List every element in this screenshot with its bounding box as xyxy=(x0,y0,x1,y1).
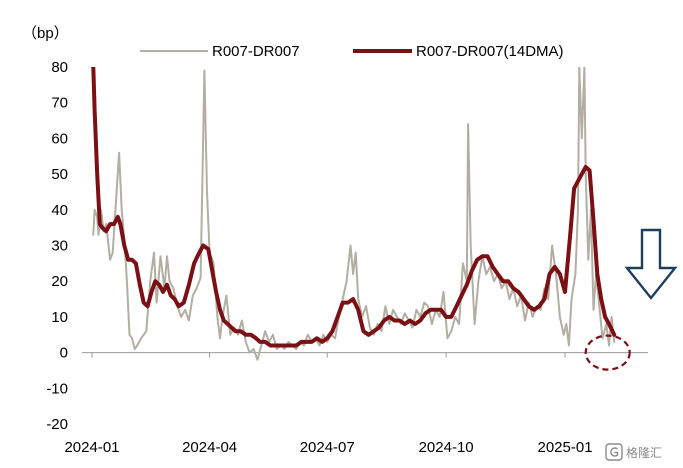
down-arrow-icon xyxy=(624,228,678,300)
y-tick-label: 50 xyxy=(51,166,68,183)
x-tick-label: 2024-04 xyxy=(182,439,237,456)
logo-g-icon xyxy=(605,443,623,461)
y-tick-label: -20 xyxy=(46,416,68,433)
y-tick-label: 0 xyxy=(60,345,68,362)
legend-label-raw: R007-DR007 xyxy=(212,43,300,60)
legend-label-dma: R007-DR007(14DMA) xyxy=(416,43,564,60)
y-tick-label: -10 xyxy=(46,380,68,397)
x-tick-label: 2024-10 xyxy=(419,439,474,456)
y-tick-label: 60 xyxy=(51,130,68,147)
y-tick-label: 40 xyxy=(51,202,68,219)
legend: R007-DR007 R007-DR007(14DMA) xyxy=(140,43,564,60)
y-tick-label: 70 xyxy=(51,95,68,112)
series-layer xyxy=(91,67,617,361)
y-tick-label: 10 xyxy=(51,309,68,326)
y-axis-ticks: 80 70 60 50 40 30 20 10 0 -10 -20 xyxy=(46,59,68,433)
y-tick-label: 80 xyxy=(51,59,68,76)
x-axis-ticks: 2024-01 2024-04 2024-07 2024-10 2025-01 xyxy=(64,352,593,456)
y-tick-label: 20 xyxy=(51,273,68,290)
x-tick-label: 2024-07 xyxy=(300,439,355,456)
y-tick-label: 30 xyxy=(51,238,68,255)
watermark: 格隆汇 xyxy=(605,443,662,461)
annotation-layer xyxy=(584,228,678,371)
y-unit-label: （bp） xyxy=(22,25,69,42)
series-line-raw xyxy=(92,67,616,361)
series-line-dma xyxy=(91,67,617,348)
x-tick-label: 2025-01 xyxy=(538,439,593,456)
x-tick-label: 2024-01 xyxy=(64,439,119,456)
highlight-ellipse xyxy=(584,334,631,371)
watermark-text: 格隆汇 xyxy=(626,445,662,460)
